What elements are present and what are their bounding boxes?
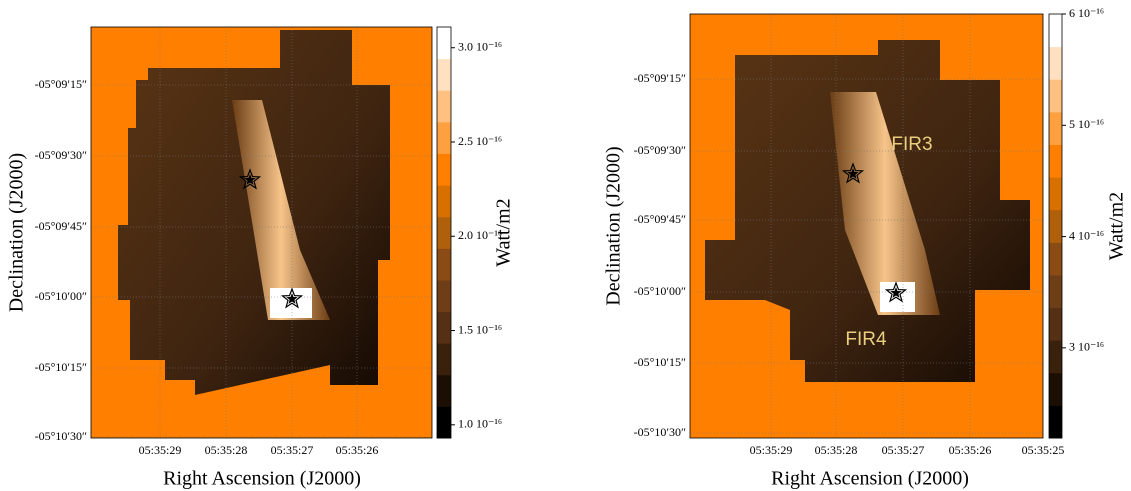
x-tick-label: 05:35:28 bbox=[205, 443, 248, 457]
x-tick-label: 05:35:26 bbox=[949, 443, 992, 457]
y-tick-label: -05°10′15″ bbox=[35, 360, 87, 374]
page: 05:35:29 05:35:28 05:35:27 05:35:26 -05°09′1… bbox=[0, 0, 1131, 491]
y-tick-label: -05°10′00″ bbox=[35, 289, 87, 303]
colorbar-label: Watt/m2 bbox=[1106, 192, 1128, 260]
y-tick-label: -05°09′15″ bbox=[35, 77, 87, 91]
y-axis-label: Declination (J2000) bbox=[6, 153, 28, 312]
y-tick-label: -05°09′45″ bbox=[634, 212, 686, 226]
colorbar-tick-label: 1.5 10⁻¹⁶ bbox=[458, 322, 502, 336]
colorbar-tick-label: 1.0 10⁻¹⁶ bbox=[458, 417, 502, 431]
colorbar-step bbox=[437, 217, 451, 249]
colorbar-step bbox=[1049, 47, 1062, 80]
colorbar-step bbox=[1049, 112, 1062, 145]
colorbar-step bbox=[1049, 144, 1062, 177]
colorbar-tick-label: 4 10⁻¹⁶ bbox=[1069, 228, 1104, 242]
y-tick-label: -05°10′30″ bbox=[634, 425, 686, 439]
x-tick-label: 05:35:29 bbox=[139, 443, 182, 457]
colorbar-step bbox=[1049, 242, 1062, 275]
y-tick-label: -05°10′00″ bbox=[634, 284, 686, 298]
colorbar-step bbox=[437, 59, 451, 91]
colorbar-step bbox=[437, 122, 451, 154]
colorbar-step bbox=[1049, 373, 1062, 406]
colorbar-tick-label: 3.0 10⁻¹⁶ bbox=[458, 39, 502, 53]
y-tick-label: -05°09′45″ bbox=[35, 219, 87, 233]
y-tick-label: -05°10′30″ bbox=[35, 429, 87, 443]
colorbar-step bbox=[1049, 210, 1062, 243]
y-tick-label: -05°09′30″ bbox=[35, 148, 87, 162]
annotation: FIR4 bbox=[845, 329, 887, 350]
annotation: FIR3 bbox=[891, 134, 932, 155]
colorbar-label: Watt/m2 bbox=[493, 198, 515, 266]
colorbar-step bbox=[437, 27, 451, 59]
x-tick-label: 05:35:28 bbox=[815, 443, 858, 457]
colorbar-step bbox=[1049, 14, 1062, 47]
colorbar-step bbox=[1049, 275, 1062, 308]
y-tick-label: -05°09′15″ bbox=[634, 71, 686, 85]
x-tick-label: 05:35:26 bbox=[336, 443, 379, 457]
colorbar-step bbox=[437, 185, 451, 217]
y-axis-label: Declination (J2000) bbox=[603, 146, 625, 305]
colorbar-step bbox=[1049, 79, 1062, 112]
colorbar-step bbox=[437, 153, 451, 185]
colorbar-step bbox=[1049, 405, 1062, 438]
colorbar-tick-label: 5 10⁻¹⁶ bbox=[1069, 117, 1104, 131]
colorbar-step bbox=[437, 406, 451, 438]
colorbar-tick-label: 3 10⁻¹⁶ bbox=[1069, 340, 1104, 354]
x-axis-label: Right Ascension (J2000) bbox=[771, 468, 969, 490]
colorbar-tick-label: 6 10⁻¹⁶ bbox=[1069, 6, 1104, 20]
colorbar-tick-label: 2.5 10⁻¹⁶ bbox=[458, 134, 502, 148]
x-tick-label: 05:35:29 bbox=[750, 443, 793, 457]
colorbar-step bbox=[437, 375, 451, 407]
colorbar-step bbox=[1049, 177, 1062, 210]
colorbar-step bbox=[1049, 308, 1062, 341]
colorbar-step bbox=[437, 90, 451, 122]
y-tick-label: -05°10′15″ bbox=[634, 355, 686, 369]
x-tick-label: 05:35:27 bbox=[271, 443, 314, 457]
y-tick-label: -05°09′30″ bbox=[634, 143, 686, 157]
x-tick-label: 05:35:25 bbox=[1022, 443, 1065, 457]
colorbar-step bbox=[437, 248, 451, 280]
colorbar-step bbox=[437, 343, 451, 375]
colorbar-step bbox=[437, 280, 451, 312]
x-axis-label: Right Ascension (J2000) bbox=[163, 468, 361, 490]
x-tick-label: 05:35:27 bbox=[882, 443, 925, 457]
colorbar-step bbox=[1049, 340, 1062, 373]
figure: 05:35:29 05:35:28 05:35:27 05:35:26 -05°09′1… bbox=[0, 0, 1131, 491]
colorbar-step bbox=[437, 312, 451, 344]
